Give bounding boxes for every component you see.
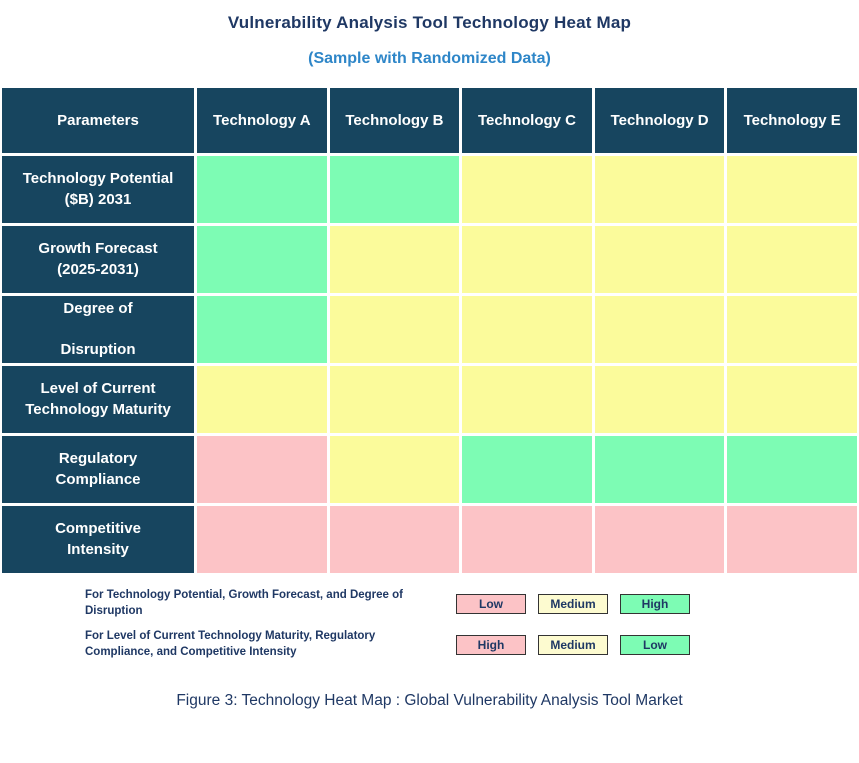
legend-row-1-text: For Technology Potential, Growth Forecas… [85,589,403,617]
legend-row-2: For Level of Current Technology Maturity… [85,629,785,660]
row-header-4: Level of Current Technology Maturity [2,366,194,433]
row-header-3: Degree of Disruption [2,296,194,363]
heatmap-table: Parameters Technology A Technology B Techno… [2,88,857,573]
heat-cell-r5-c1 [197,436,327,503]
legend-row-2-text: For Level of Current Technology Maturity… [85,630,376,658]
heat-cell-r6-c3 [462,506,592,573]
heat-cell-r3-c1 [197,296,327,363]
row-header-2: Growth Forecast (2025-2031) [2,226,194,293]
legend-box-medium-1: Medium [538,593,608,614]
column-header-1: Technology A [197,88,327,153]
heat-cell-r4-c3 [462,366,592,433]
heat-cell-r6-c2 [329,506,460,573]
heat-cell-r2-c4 [594,226,725,293]
heat-cell-r4-c1 [197,366,327,433]
heat-cell-r5-c4 [594,436,725,503]
heat-cell-r4-c2 [329,366,460,433]
legend-row-1: For Technology Potential, Growth Forecas… [85,588,785,619]
column-header-5: Technology E [727,88,857,153]
heat-cell-r6-c4 [594,506,725,573]
page-subtitle: (Sample with Randomized Data) [308,50,551,67]
column-header-4: Technology D [594,88,725,153]
page-title: Vulnerability Analysis Tool Technology H… [227,13,632,32]
heat-cell-r1-c1 [197,156,327,223]
heat-cell-r2-c5 [727,226,857,293]
legend-box-high-2: High [456,634,526,655]
row-header-1: Technology Potential ($B) 2031 [2,156,194,223]
heat-cell-r3-c4 [594,296,725,363]
heat-cell-r1-c2 [329,156,460,223]
heat-cell-r5-c2 [329,436,460,503]
heat-cell-r1-c3 [462,156,592,223]
heat-cell-r2-c1 [197,226,327,293]
column-header-2: Technology B [329,88,460,153]
legend-box-medium-2: Medium [538,634,608,655]
legend-box-low-1: Low [456,593,526,614]
heat-cell-r5-c5 [727,436,857,503]
legend-box-low-2: Low [620,634,690,655]
heat-cell-r6-c5 [727,506,857,573]
heat-cell-r3-c5 [727,296,857,363]
figure-caption: Figure 3: Technology Heat Map : Global V… [176,692,683,709]
heatmap-legend: For Technology Potential, Growth Forecas… [85,588,785,670]
heat-cell-r6-c1 [197,506,327,573]
heat-cell-r2-c2 [329,226,460,293]
heat-cell-r1-c5 [727,156,857,223]
heat-cell-r2-c3 [462,226,592,293]
row-header-6: Competitive Intensity [2,506,194,573]
heat-cell-r1-c4 [594,156,725,223]
column-header-parameters: Parameters [2,88,194,153]
heat-cell-r3-c3 [462,296,592,363]
row-header-5: Regulatory Compliance [2,436,194,503]
heat-cell-r3-c2 [329,296,460,363]
column-header-3: Technology C [462,88,592,153]
heat-cell-r4-c4 [594,366,725,433]
heat-cell-r4-c5 [727,366,857,433]
legend-box-high-1: High [620,593,690,614]
heat-cell-r5-c3 [462,436,592,503]
